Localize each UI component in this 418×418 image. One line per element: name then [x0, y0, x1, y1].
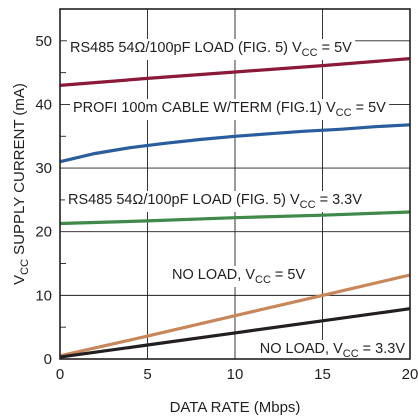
series-line-5: [59, 307, 411, 359]
y-axis-title: VCC SUPPLY CURRENT (mA): [11, 83, 31, 285]
series-label-1: RS485 54Ω/100pF LOAD (FIG. 5) VCC = 5V: [70, 40, 352, 59]
series-label-backing: [67, 39, 356, 60]
series-label-backing: [70, 99, 390, 120]
tick-labels: 0 5 10 15 20 0 10 20 30 40 50: [35, 33, 418, 383]
series-label-3: RS485 54Ω/100pF LOAD (FIG. 5) VCC = 3.3V: [68, 192, 362, 211]
series-line-3: [59, 210, 411, 226]
plot-frame: [59, 8, 411, 360]
series-line-2: [59, 123, 411, 164]
x-tick-label: 20: [402, 366, 418, 383]
series-lines: [59, 57, 411, 359]
x-tick-label: 10: [227, 366, 244, 383]
series-line-4: [59, 273, 411, 358]
y-tick-label: 0: [44, 351, 52, 368]
y-tick-label: 20: [35, 224, 52, 241]
series-label-backing: [256, 340, 409, 361]
y-tick-label: 10: [35, 287, 52, 304]
series-label-5: NO LOAD, VCC = 3.3V: [260, 341, 406, 360]
y-axis-title-sub: CC: [19, 259, 31, 275]
x-axis-title: DATA RATE (Mbps): [170, 399, 301, 416]
series-label-2: PROFI 100m CABLE W/TERM (FIG.1) VCC = 5V: [73, 100, 386, 119]
series-label-backing: [65, 191, 366, 212]
series-label-4: NO LOAD, VCC = 5V: [172, 267, 305, 286]
y-tick-label: 40: [35, 96, 52, 113]
series-line-1: [59, 57, 411, 87]
series-label-backing: [169, 266, 309, 287]
x-tick-label: 0: [56, 366, 64, 383]
y-axis-title-rest: SUPPLY CURRENT (mA): [11, 83, 28, 259]
x-tick-label: 5: [143, 366, 151, 383]
y-tick-label: 50: [35, 33, 52, 50]
y-tick-label: 30: [35, 160, 52, 177]
x-tick-label: 15: [314, 366, 331, 383]
series-labels: RS485 54Ω/100pF LOAD (FIG. 5) VCC = 5V PR…: [65, 39, 409, 361]
y-axis-title-v: V: [11, 275, 28, 285]
